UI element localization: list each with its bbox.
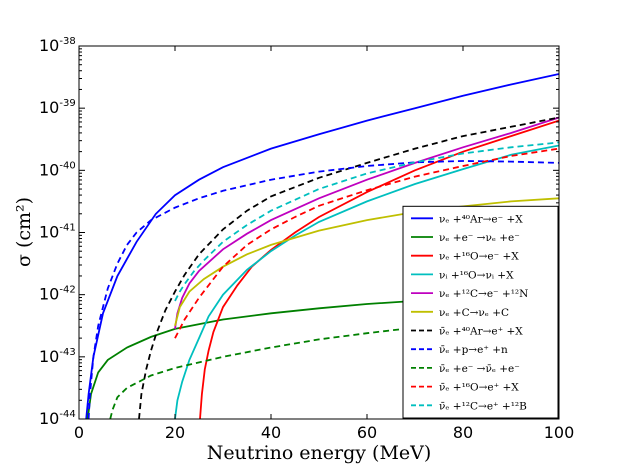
- x-tick-label: 80: [453, 423, 473, 442]
- tick-layer: 0 20 40 60 80 100 10-44 10-43 10-42 10-41 10-40 10-…: [39, 36, 574, 442]
- legend-entry: ν̄ₑ +e⁻ →ν̄ₑ +e⁻: [439, 363, 520, 375]
- x-tick-label: 0: [74, 423, 84, 442]
- legend-entry: ν̄ₑ +p→e⁺ +n: [439, 344, 508, 356]
- series-line-1: [85, 73, 559, 419]
- y-tick-label: 10-44: [39, 409, 76, 428]
- x-axis-title: Neutrino energy (MeV): [207, 442, 432, 464]
- legend-entry: νₑ +e⁻ →νₑ +e⁻: [439, 232, 520, 244]
- legend-entry: νₑ +¹²C→e⁻ +¹²N: [439, 288, 528, 300]
- x-tick-label: 20: [165, 423, 185, 442]
- y-tick-label: 10-38: [39, 36, 76, 55]
- x-tick-label: 40: [261, 423, 281, 442]
- series-line-11: [174, 141, 559, 302]
- series-line-7: [138, 116, 559, 419]
- legend-entry: νᵢ +¹⁶O→νᵢ +X: [439, 269, 514, 281]
- legend-entry: ν̄ₑ +¹²C→e⁺ +¹²B: [439, 400, 527, 412]
- series-line-4: [174, 144, 559, 419]
- y-tick-label: 10-39: [39, 98, 76, 117]
- legend-entry: νₑ +⁴⁰Ar→e⁻ +X: [439, 213, 523, 225]
- legend: νₑ +⁴⁰Ar→e⁻ +X νₑ +e⁻ →νₑ +e⁻ νₑ +¹⁶O→e⁻ +…: [402, 205, 559, 419]
- y-tick-label: 10-43: [39, 347, 76, 366]
- legend-entry: νₑ +¹⁶O→e⁻ +X: [439, 251, 519, 263]
- series-layer: [85, 73, 559, 419]
- y-tick-label: 10-42: [39, 285, 76, 304]
- y-axis-title: σ (cm²): [13, 197, 35, 267]
- x-tick-label: 100: [544, 423, 575, 442]
- y-tick-label: 10-41: [39, 223, 76, 242]
- y-tick-label: 10-40: [39, 160, 76, 179]
- series-line-8: [87, 160, 559, 419]
- series-line-5: [174, 116, 559, 330]
- legend-entry: ν̄ₑ +⁴⁰Ar→e⁺ +X: [439, 326, 523, 338]
- x-tick-label: 60: [357, 423, 377, 442]
- legend-entry: ν̄ₑ +¹⁶O→e⁺ +X: [439, 382, 519, 394]
- series-line-10: [174, 147, 559, 339]
- legend-entry: νₑ +C→νₑ +C: [439, 307, 509, 319]
